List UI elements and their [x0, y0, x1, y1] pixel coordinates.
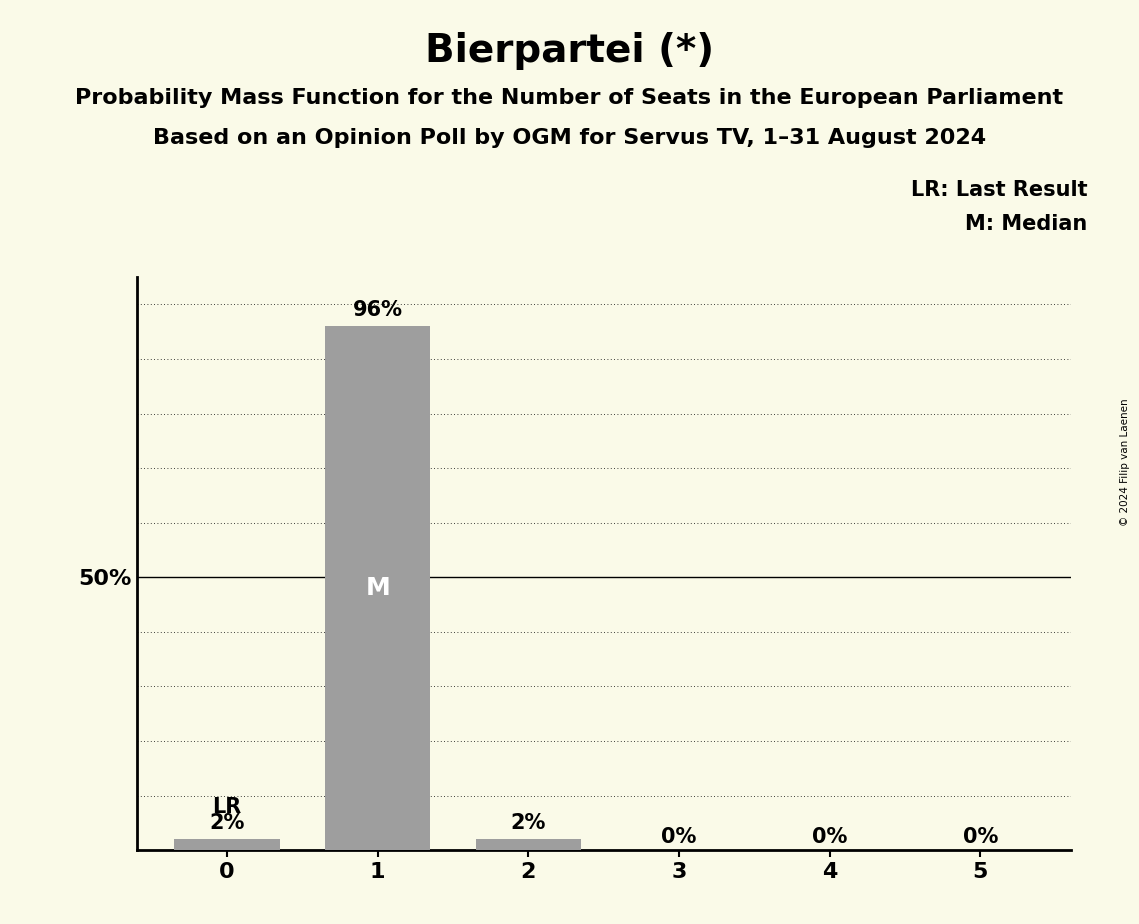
Text: Based on an Opinion Poll by OGM for Servus TV, 1–31 August 2024: Based on an Opinion Poll by OGM for Serv…	[153, 128, 986, 148]
Text: © 2024 Filip van Laenen: © 2024 Filip van Laenen	[1120, 398, 1130, 526]
Text: Probability Mass Function for the Number of Seats in the European Parliament: Probability Mass Function for the Number…	[75, 88, 1064, 108]
Bar	[476, 839, 581, 850]
Text: 2%: 2%	[510, 812, 546, 833]
Text: 2%: 2%	[210, 812, 245, 833]
Text: M: Median: M: Median	[966, 214, 1088, 235]
Text: 96%: 96%	[353, 299, 403, 320]
Text: LR: Last Result: LR: Last Result	[911, 180, 1088, 201]
Text: LR: LR	[213, 797, 241, 818]
Bar	[325, 326, 431, 850]
Text: M: M	[366, 577, 390, 601]
Text: 0%: 0%	[812, 827, 847, 847]
Text: Bierpartei (*): Bierpartei (*)	[425, 32, 714, 70]
Bar	[174, 839, 280, 850]
Text: 0%: 0%	[962, 827, 998, 847]
Text: 0%: 0%	[662, 827, 697, 847]
